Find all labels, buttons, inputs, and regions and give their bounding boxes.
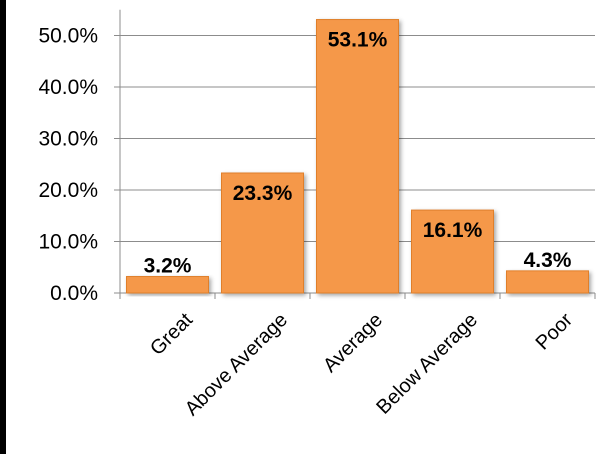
bar — [506, 270, 589, 294]
data-label: 53.1% — [328, 29, 388, 52]
bar — [221, 172, 304, 294]
bar — [316, 19, 399, 294]
data-label: 16.1% — [423, 219, 483, 242]
data-label: 4.3% — [524, 249, 572, 272]
bars — [126, 19, 589, 294]
x-tick-label: Poor — [532, 309, 578, 355]
y-tick-label: 50.0% — [38, 25, 98, 48]
y-tick-label: 10.0% — [38, 231, 98, 254]
bar — [411, 209, 494, 294]
y-tick-label: 30.0% — [38, 128, 98, 151]
x-tick-label: Above Average — [181, 309, 292, 420]
y-tick-label: 20.0% — [38, 179, 98, 202]
left-border — [0, 0, 6, 454]
y-tick-label: 0.0% — [50, 282, 98, 305]
data-label: 3.2% — [144, 255, 192, 278]
x-tick-label: Great — [146, 309, 197, 360]
data-labels: 3.2% 23.3% 53.1% 16.1% 4.3% — [144, 29, 572, 278]
bar — [126, 276, 209, 294]
x-tick-label: Average — [319, 309, 387, 377]
x-tick-label: Below Average — [372, 309, 482, 419]
y-tick-label: 40.0% — [38, 76, 98, 99]
data-label: 23.3% — [233, 182, 293, 205]
